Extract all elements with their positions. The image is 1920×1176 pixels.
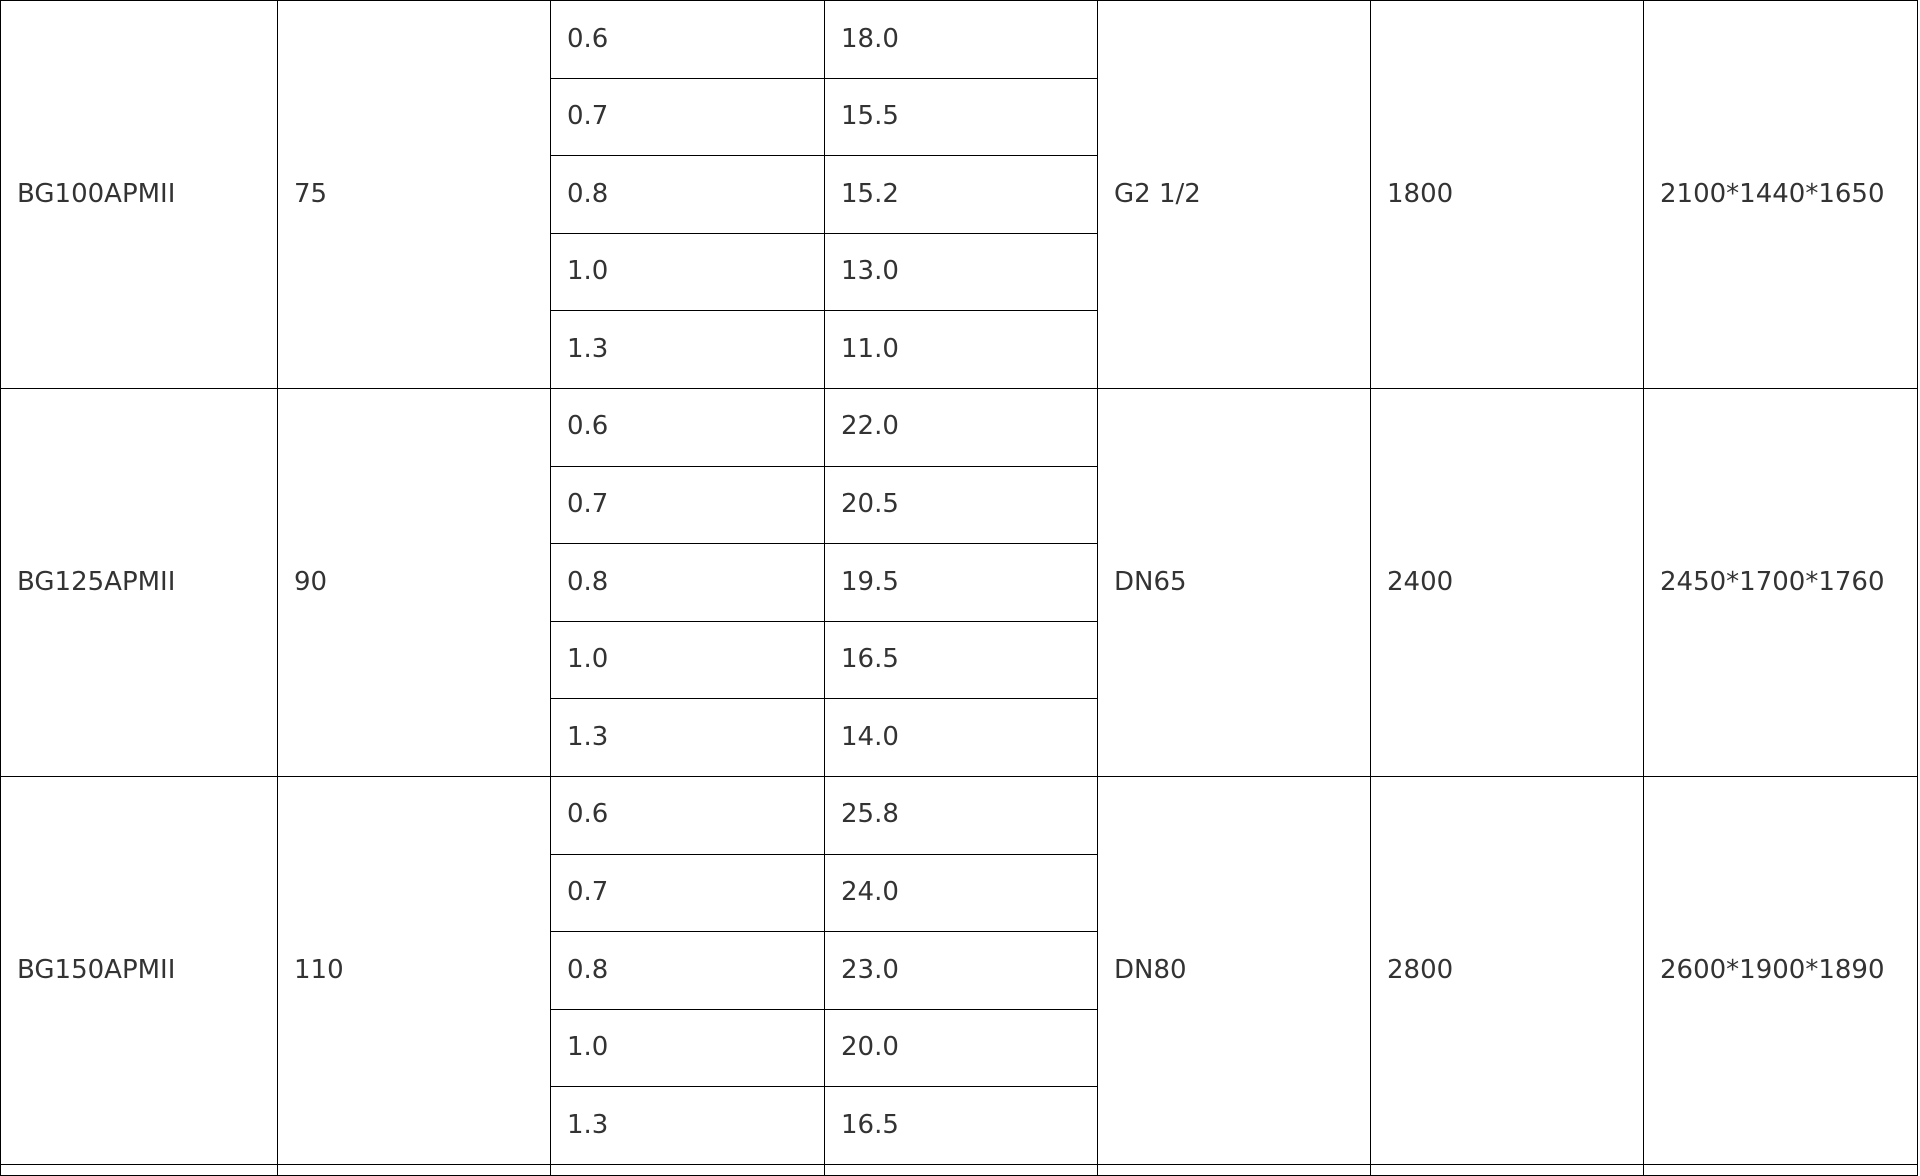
outlet-cell: G2 1/2 bbox=[1097, 0, 1371, 389]
model-cell: BG150APMII bbox=[0, 775, 278, 1165]
pressure-cell: 1.0 bbox=[550, 232, 825, 312]
table-row: BG150APMII 110 0.6 25.8 DN80 2800 2600*1900*18… bbox=[0, 775, 1918, 1165]
power-cell: 90 bbox=[277, 387, 551, 777]
table-row: 1.3 16.5 bbox=[1, 1086, 1918, 1165]
pressure-cell: 0.6 bbox=[550, 0, 825, 79]
flow-cell: 11.0 bbox=[824, 310, 1098, 389]
table-row: 1.3 11.0 bbox=[1, 310, 1918, 389]
flow-cell: 16.5 bbox=[824, 620, 1098, 700]
flow-cell: 18.0 bbox=[824, 0, 1098, 79]
flow-cell: 15.5 bbox=[824, 77, 1098, 157]
table-row: 0.8 19.5 bbox=[1, 543, 1918, 622]
table-row: 1.0 20.0 bbox=[1, 1008, 1918, 1088]
pressure-cell: 0.7 bbox=[550, 853, 825, 933]
weight-cell: 2800 bbox=[1370, 775, 1644, 1165]
dimensions-cell: 2100*1440*1650 bbox=[1643, 0, 1918, 389]
table-row: 1.3 14.0 bbox=[1, 698, 1918, 777]
model-cell: BG125APMII bbox=[0, 387, 278, 777]
model-cell: BG100APMII bbox=[0, 0, 278, 389]
empty-cell bbox=[824, 1163, 1098, 1176]
empty-cell bbox=[0, 1163, 278, 1176]
flow-cell: 19.5 bbox=[824, 543, 1098, 622]
pressure-cell: 0.7 bbox=[550, 77, 825, 157]
outlet-cell: DN80 bbox=[1097, 775, 1371, 1165]
flow-cell: 24.0 bbox=[824, 853, 1098, 933]
flow-cell: 20.5 bbox=[824, 465, 1098, 545]
pressure-cell: 1.3 bbox=[550, 1086, 825, 1165]
power-cell: 75 bbox=[277, 0, 551, 389]
pressure-cell: 0.8 bbox=[550, 931, 825, 1010]
table-row: BG100APMII 75 0.6 18.0 G2 1/2 1800 2100*1440*1… bbox=[0, 0, 1918, 389]
pressure-cell: 0.7 bbox=[550, 465, 825, 545]
empty-cell bbox=[1097, 1163, 1371, 1176]
weight-cell: 1800 bbox=[1370, 0, 1644, 389]
dimensions-cell: 2600*1900*1890 bbox=[1643, 775, 1918, 1165]
weight-cell: 2400 bbox=[1370, 387, 1644, 777]
pressure-cell: 1.0 bbox=[550, 1008, 825, 1088]
dimensions-cell: 2450*1700*1760 bbox=[1643, 387, 1918, 777]
table-row: 1.0 13.0 bbox=[1, 232, 1918, 312]
pressure-cell: 0.8 bbox=[550, 543, 825, 622]
empty-cell bbox=[550, 1163, 825, 1176]
pressure-cell: 0.6 bbox=[550, 387, 825, 467]
pressure-cell: 1.0 bbox=[550, 620, 825, 700]
empty-cell bbox=[1370, 1163, 1644, 1176]
pressure-cell: 1.3 bbox=[550, 698, 825, 777]
flow-cell: 23.0 bbox=[824, 931, 1098, 1010]
flow-cell: 15.2 bbox=[824, 155, 1098, 234]
table-row: 1.0 16.5 bbox=[1, 620, 1918, 700]
pressure-cell: 0.8 bbox=[550, 155, 825, 234]
table-row: 0.7 15.5 bbox=[1, 77, 1918, 157]
table-row: 0.7 20.5 bbox=[1, 465, 1918, 545]
flow-cell: 14.0 bbox=[824, 698, 1098, 777]
empty-cell bbox=[277, 1163, 551, 1176]
table-row: 0.8 23.0 bbox=[1, 931, 1918, 1010]
table-row: 0.7 24.0 bbox=[1, 853, 1918, 933]
flow-cell: 13.0 bbox=[824, 232, 1098, 312]
empty-cell bbox=[1643, 1163, 1918, 1176]
flow-cell: 16.5 bbox=[824, 1086, 1098, 1165]
flow-cell: 22.0 bbox=[824, 387, 1098, 467]
table-row: BG125APMII 90 0.6 22.0 DN65 2400 2450*1700*176… bbox=[0, 387, 1918, 777]
flow-cell: 25.8 bbox=[824, 775, 1098, 855]
outlet-cell: DN65 bbox=[1097, 387, 1371, 777]
pressure-cell: 1.3 bbox=[550, 310, 825, 389]
power-cell: 110 bbox=[277, 775, 551, 1165]
pressure-cell: 0.6 bbox=[550, 775, 825, 855]
flow-cell: 20.0 bbox=[824, 1008, 1098, 1088]
table-row-partial bbox=[0, 1163, 1918, 1176]
